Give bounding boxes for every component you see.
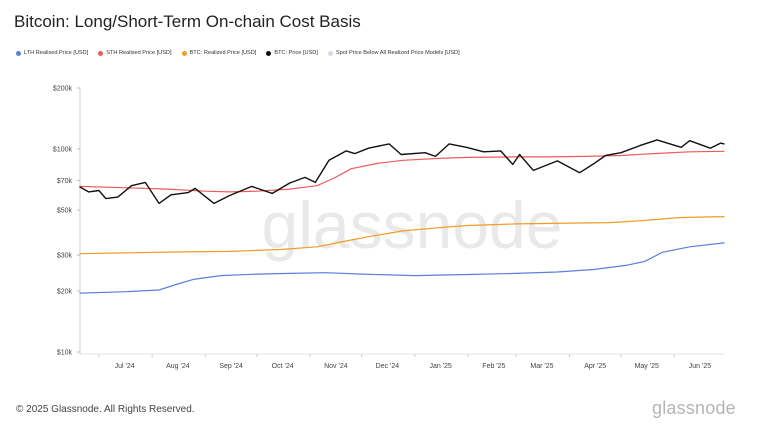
x-tick-label: Apr '25 [584,363,606,370]
legend-item-realized[interactable]: BTC: Realized Price [USD] [181,50,257,56]
y-tick-label: $200k [53,86,73,93]
chart-legend: LTH Realised Price [USD] STH Realised Pr… [16,47,470,59]
y-tick-label: $50k [57,208,73,215]
y-tick-label: $30k [57,253,73,260]
legend-dot-icon [181,50,187,56]
x-tick-label: Mar '25 [530,363,553,370]
legend-dot-icon [16,50,21,56]
series-line-0 [79,242,725,294]
x-tick-label: Jul '24 [115,363,135,370]
x-tick-label: Nov '24 [324,363,348,370]
x-tick-label: Aug '24 [166,363,190,370]
legend-label: STH Realised Price [USD] [106,50,172,56]
legend-dot-icon [327,50,333,56]
legend-label: BTC: Realized Price [USD] [189,50,257,56]
x-tick-label: Jan '25 [429,363,451,370]
series-line-1 [79,150,725,193]
x-tick-label: Jun '25 [689,363,711,370]
series-line-2 [79,216,725,255]
y-tick-label: $10k [57,350,73,357]
legend-label: BTC: Price [USD] [274,50,318,56]
copyright-footer: © 2025 Glassnode. All Rights Reserved. [16,404,195,415]
series-line-3 [79,139,725,205]
legend-item-price[interactable]: BTC: Price [USD] [266,50,318,56]
x-tick-label: Dec '24 [376,363,400,370]
brand-logo: glassnode [652,398,736,418]
x-tick-label: Sep '24 [219,363,243,370]
legend-label: LTH Realised Price [USD] [24,50,89,56]
legend-label: Spot Price Below All Realized Price Mode… [335,50,460,56]
legend-dot-icon [98,50,104,56]
x-tick-label: Feb '25 [482,363,505,370]
y-tick-label: $20k [57,288,73,295]
x-tick-label: May '25 [635,363,659,370]
chart-title: Bitcoin: Long/Short-Term On-chain Cost B… [14,12,361,31]
x-tick-label: Oct '24 [272,363,294,370]
legend-dot-icon [266,50,272,56]
y-tick-label: $70k [57,178,73,185]
watermark: glassnode [262,188,563,262]
y-tick-label: $100k [53,147,73,154]
legend-item-lth[interactable]: LTH Realised Price [USD] [16,50,88,56]
legend-item-sth[interactable]: STH Realised Price [USD] [98,50,172,56]
legend-item-spot-below[interactable]: Spot Price Below All Realized Price Mode… [327,50,460,56]
